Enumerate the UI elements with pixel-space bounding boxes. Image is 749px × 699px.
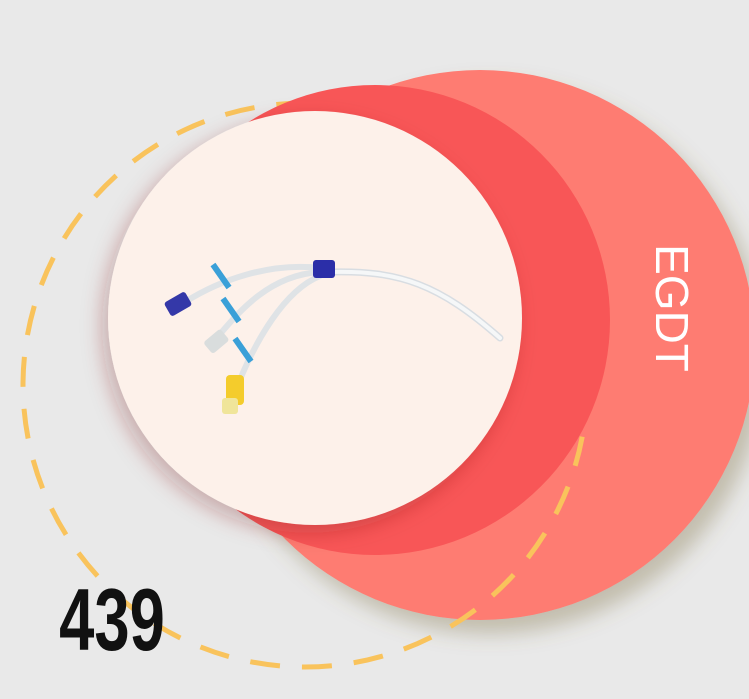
inner-circle: [108, 111, 522, 525]
number-label: 439: [59, 572, 165, 670]
side-label: EGDT: [646, 244, 698, 372]
page: EGDT 439 (() => { const data = JSON.pars…: [0, 0, 749, 699]
graphic: EGDT 439: [0, 0, 749, 699]
